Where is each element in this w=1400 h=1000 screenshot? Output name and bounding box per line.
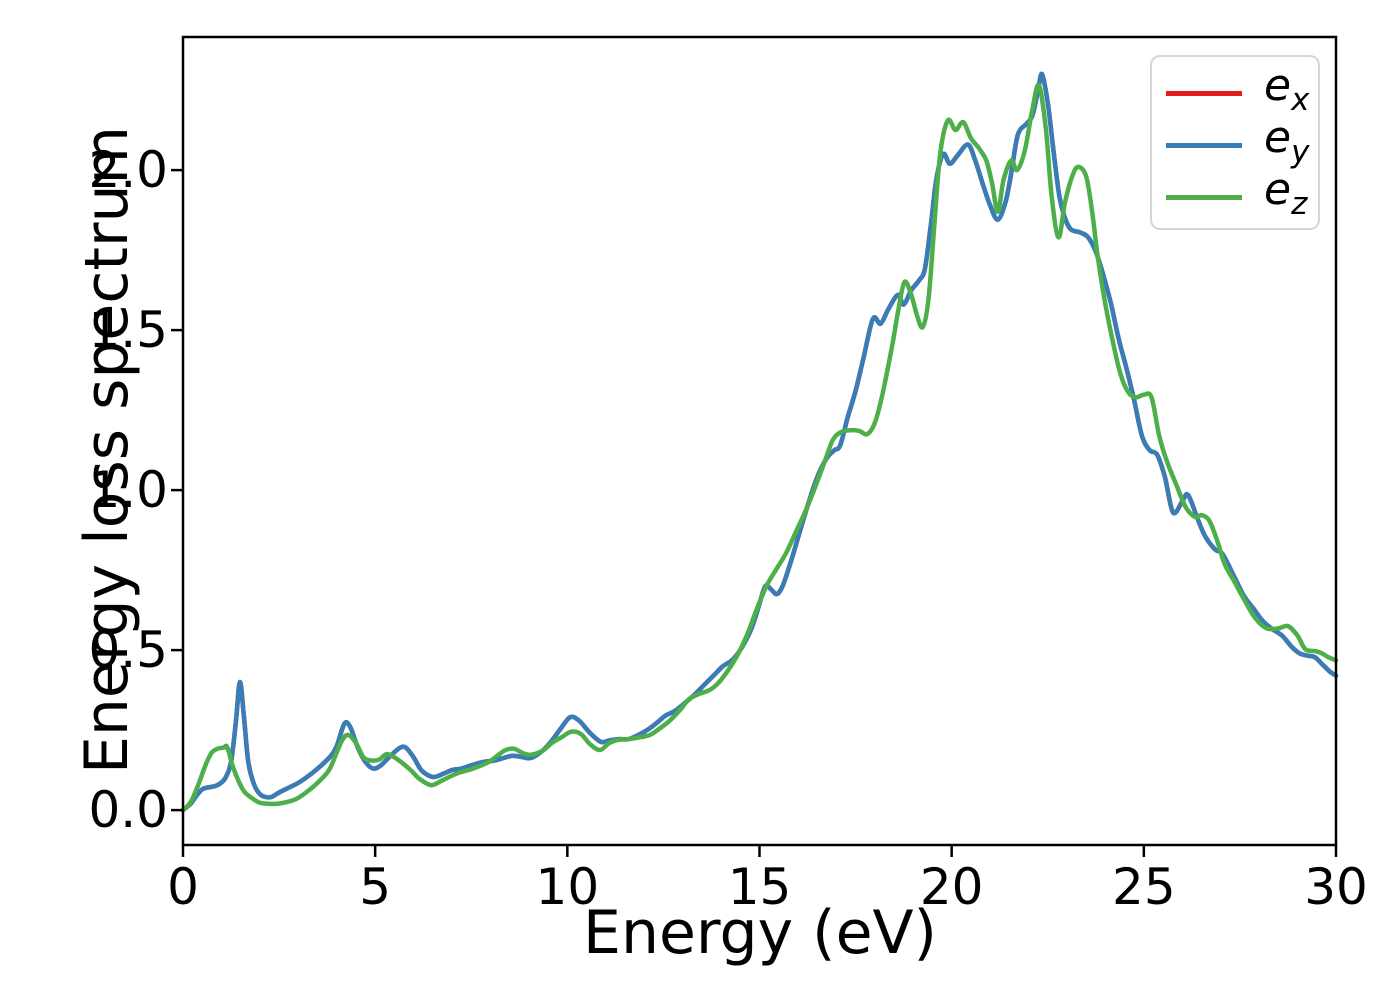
legend-item-e_y: ey bbox=[1152, 112, 1318, 171]
x-tick-label: 0 bbox=[167, 858, 199, 916]
legend-label-e_y: ey bbox=[1264, 112, 1310, 170]
x-tick-label: 15 bbox=[727, 858, 792, 916]
y-tick-label: 1.5 bbox=[88, 301, 168, 360]
legend-label-e_x: ex bbox=[1264, 60, 1310, 118]
legend-line-e_z bbox=[1166, 194, 1242, 200]
series-e_z-line bbox=[180, 82, 1339, 813]
y-tick-label: 0.0 bbox=[88, 781, 168, 840]
x-tick-label: 10 bbox=[535, 858, 600, 916]
legend-item-e_z: ez bbox=[1152, 164, 1318, 223]
y-tick-label: 0.5 bbox=[88, 621, 168, 680]
series-e_y-line bbox=[180, 71, 1339, 813]
legend: ex ey ez bbox=[1150, 55, 1320, 230]
legend-line-e_y bbox=[1166, 142, 1242, 148]
x-tick-label: 5 bbox=[359, 858, 392, 916]
x-tick-label: 20 bbox=[919, 858, 984, 916]
y-tick-label: 1.0 bbox=[88, 461, 168, 520]
x-tick-label: 30 bbox=[1304, 858, 1368, 916]
legend-label-e_z: ez bbox=[1264, 164, 1308, 222]
x-tick-label: 25 bbox=[1112, 858, 1176, 916]
y-tick-label: 2.0 bbox=[88, 141, 168, 200]
legend-line-e_x bbox=[1166, 90, 1242, 96]
legend-item-e_x: ex bbox=[1152, 60, 1318, 119]
x-axis-label: Energy (eV) bbox=[583, 898, 937, 968]
